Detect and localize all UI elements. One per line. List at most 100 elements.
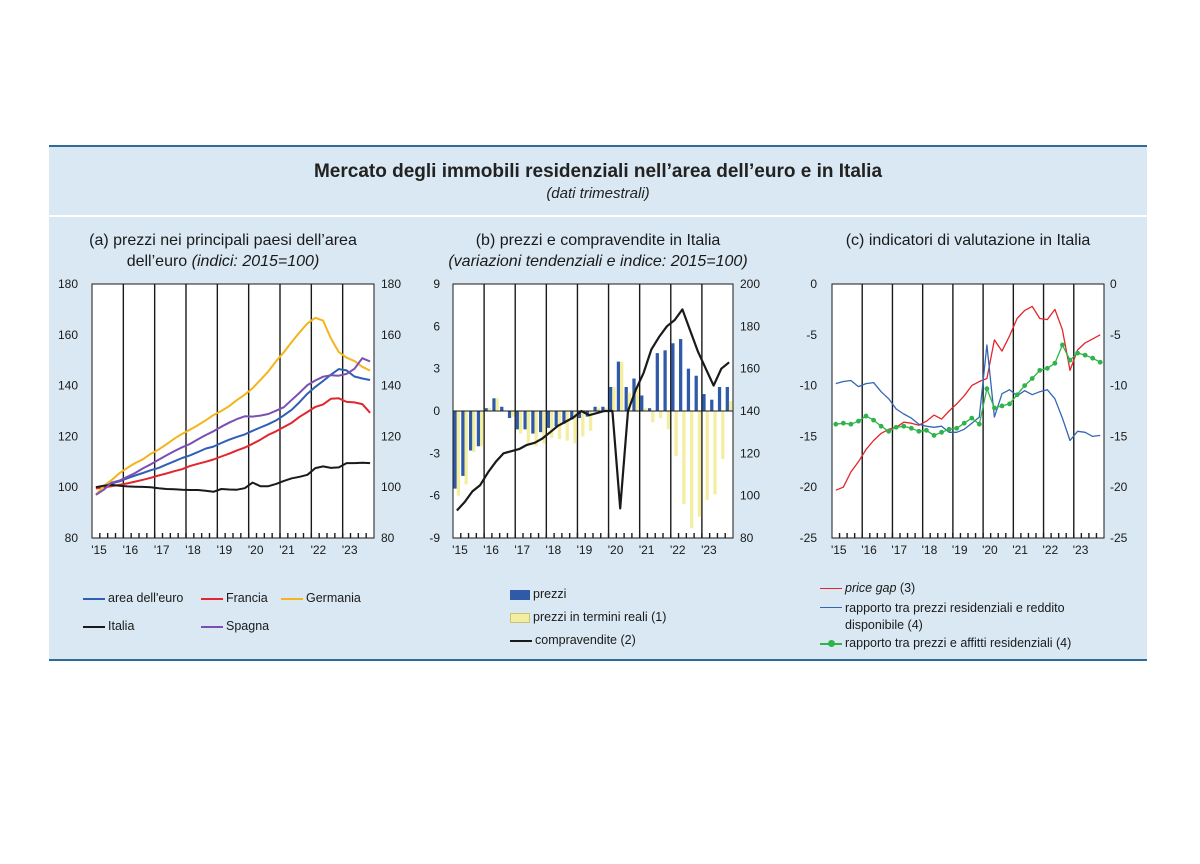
series-point-rapporto-tra-prezzi-e-affitti-residenziali [856,418,861,424]
legend-label: Germania [306,591,361,605]
bar-prezzi [523,411,527,430]
y2-tick-label: 140 [740,404,760,418]
title-band: Mercato degli immobili residenziali nell… [49,147,1147,217]
legend-swatch [820,607,842,608]
legend-item-spagna: Spagna [201,619,269,633]
bar-prezzi-reali [674,411,678,457]
bar-prezzi-reali [705,411,709,500]
series-line-area-dell-euro [95,368,371,489]
series-point-rapporto-tra-prezzi-e-affitti-residenziali [992,405,997,411]
x-tick-label: '23 [342,543,358,557]
series-point-rapporto-tra-prezzi-e-affitti-residenziali [976,421,982,427]
legend-label-italic: price gap [845,581,897,595]
bar-prezzi-reali [518,411,523,434]
legend-label: prezzi in termini reali (1) [533,610,667,624]
panel-a-title-line1: (a) prezzi nei principali paesi dell’are… [89,232,357,249]
bar-prezzi [702,394,706,411]
series-line-rapporto-tra-prezzi-residenziali-e-reddito-disponibile [835,344,1101,442]
legend-item-prezzi: prezzi [510,587,566,601]
bar-prezzi [577,411,582,419]
x-tick-label: '18 [185,543,201,557]
bar-prezzi-reali [456,411,460,496]
bar-prezzi [717,387,722,411]
bar-prezzi-reali [573,411,577,444]
series-point-rapporto-tra-prezzi-e-affitti-residenziali [1007,401,1012,407]
plot-area [91,283,375,539]
x-tick-label: '16 [861,543,877,557]
series-line-germania [95,316,371,496]
y2-tick-label: 160 [381,328,401,342]
bar-prezzi [686,368,691,411]
legend-swatch [510,613,530,623]
legend-a: area dell'euro Francia Germania Italia S… [83,591,403,641]
series-point-rapporto-tra-prezzi-e-affitti-residenziali [1037,367,1043,373]
series-point-rapporto-tra-prezzi-e-affitti-residenziali [886,428,892,434]
legend-label: price gap (3) [845,581,915,595]
legend-label: prezzi [533,587,567,601]
y-tick-label: 80 [65,531,79,545]
y2-tick-label: 140 [381,379,401,393]
bar-prezzi [500,406,504,411]
y-tick-label: 120 [58,429,78,443]
bar-prezzi-reali [721,411,725,459]
legend-label: area dell'euro [108,591,184,605]
series-point-rapporto-tra-prezzi-e-affitti-residenziali [1029,376,1035,381]
panel-b: '15 '16 '17 '18 '19 '20 '21 '22 '23 -9 -6 -3 0 3 6 9 80 1… [429,277,760,557]
bar-prezzi [640,395,644,411]
x-tick-label: '18 [922,543,938,557]
bar-prezzi-reali [596,408,600,411]
series-point-rapporto-tra-prezzi-e-affitti-residenziali [878,423,884,429]
y2-tick-label: 120 [740,446,760,460]
bar-prezzi-reali [472,411,476,452]
bar-prezzi-reali [651,411,655,423]
series-point-rapporto-tra-prezzi-e-affitti-residenziali [1022,383,1028,388]
bar-prezzi-reali [534,411,538,447]
y-tick-label: -6 [429,489,440,503]
series-point-rapporto-tra-prezzi-e-affitti-residenziali [1044,365,1050,371]
bar-prezzi [647,408,652,411]
y2-tick-label: 200 [740,277,760,291]
bar-prezzi-reali [713,411,717,495]
legend-label: rapporto tra prezzi e affitti residenzia… [845,636,1072,650]
panel-a-title-line2: dell’euro (indici: 2015=100) [127,253,320,270]
y2-tick-label: -25 [1110,531,1128,545]
x-tick-label: '15 [452,543,468,557]
legend-swatch [510,640,532,642]
x-tick-label: '15 [831,543,847,557]
y-tick-label: -10 [800,379,818,393]
y-tick-label: 100 [58,480,78,494]
legend-label: Francia [226,591,268,605]
bar-prezzi-reali [464,411,468,485]
series-line-italia [95,461,371,493]
series-point-rapporto-tra-prezzi-e-affitti-residenziali [931,432,937,438]
x-tick-label: '16 [483,543,499,557]
bar-prezzi-reali [643,408,647,411]
y2-tick-label: -15 [1110,429,1128,443]
series-point-rapporto-tra-prezzi-e-affitti-residenziali [954,425,960,431]
legend-swatch [281,598,303,600]
x-tick-label: '22 [1043,543,1059,557]
panel-b-title-line1: (b) prezzi e compravendite in Italia [476,232,721,249]
series-point-rapporto-tra-prezzi-e-affitti-residenziali [1052,360,1058,366]
y2-tick-label: 160 [740,362,760,376]
bar-prezzi-reali [604,408,608,411]
x-tick-label: '16 [123,543,139,557]
legend-item-francia: Francia [201,591,268,605]
legend-item-price-gap: price gap (3) [820,581,915,595]
bar-prezzi-reali [526,411,530,444]
bar-prezzi [469,411,473,451]
series-point-rapporto-tra-prezzi-e-affitti-residenziali [1097,359,1103,365]
panel-b-title-line2: (variazioni tendenziali e indice: 2015=1… [448,253,747,270]
x-tick-label: '23 [701,543,717,557]
legend-label-line1: rapporto tra prezzi residenziali e reddi… [845,601,1065,615]
series-point-rapporto-tra-prezzi-e-affitti-residenziali [1090,355,1096,361]
bar-prezzi [609,387,613,411]
y2-tick-label: 180 [740,319,760,333]
legend-label-line2: disponibile (4) [845,618,923,632]
legend-item-italia: Italia [83,619,134,633]
legend-label: Italia [108,619,135,633]
x-tick-label: '22 [670,543,686,557]
series-point-rapporto-tra-prezzi-e-affitti-residenziali [908,425,914,431]
y-tick-label: 0 [433,404,440,418]
bar-prezzi [554,411,558,427]
